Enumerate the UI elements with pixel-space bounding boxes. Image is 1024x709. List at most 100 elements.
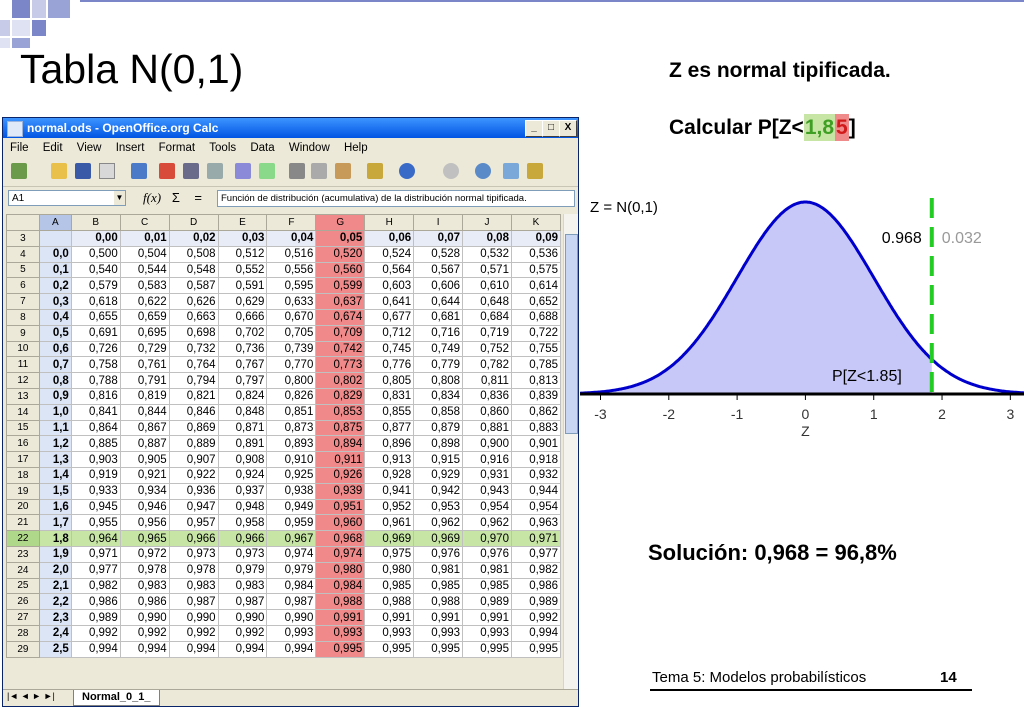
- row-header[interactable]: 29: [6, 640, 40, 658]
- row-header[interactable]: 17: [6, 451, 40, 468]
- cell[interactable]: 0,4: [38, 308, 72, 326]
- cell[interactable]: 0,931: [462, 466, 512, 484]
- cell[interactable]: 0,980: [315, 561, 366, 579]
- cell[interactable]: 0,933: [70, 482, 121, 500]
- cell[interactable]: 0,846: [168, 403, 219, 421]
- cell[interactable]: 0,04: [266, 230, 317, 247]
- cell[interactable]: 0,797: [217, 372, 268, 389]
- redo-icon[interactable]: [443, 163, 459, 179]
- cell[interactable]: 0,955: [70, 514, 121, 532]
- cell[interactable]: 0,994: [70, 640, 121, 658]
- cell[interactable]: 0,953: [413, 498, 464, 516]
- cell[interactable]: 0,889: [168, 435, 219, 453]
- cell[interactable]: 0,901: [510, 435, 562, 453]
- cell[interactable]: 0,988: [315, 593, 366, 611]
- cell[interactable]: 0,988: [364, 593, 415, 611]
- cell[interactable]: 0,606: [413, 277, 464, 295]
- cell[interactable]: 0,516: [266, 245, 317, 263]
- cell[interactable]: 0,984: [266, 577, 317, 595]
- menu-view[interactable]: View: [76, 142, 102, 154]
- cell[interactable]: 0,979: [217, 561, 268, 579]
- cell[interactable]: 0,779: [413, 356, 464, 374]
- cell[interactable]: 0,659: [119, 308, 170, 326]
- row-header[interactable]: 24: [6, 561, 40, 579]
- cell[interactable]: 0,990: [168, 609, 219, 626]
- cell[interactable]: 0,925: [266, 466, 317, 484]
- row-header[interactable]: 16: [6, 435, 40, 453]
- cell[interactable]: 2,1: [38, 577, 72, 595]
- cell[interactable]: 0,991: [315, 609, 366, 626]
- cell[interactable]: 0,994: [217, 640, 268, 658]
- cell[interactable]: 0,02: [168, 230, 219, 247]
- cell[interactable]: 0,979: [266, 561, 317, 579]
- cell[interactable]: 0,722: [510, 324, 562, 342]
- cell[interactable]: 0,709: [315, 324, 366, 342]
- cell[interactable]: 0,928: [364, 466, 415, 484]
- cell[interactable]: 0,773: [315, 356, 366, 374]
- cell[interactable]: 0,938: [266, 482, 317, 500]
- name-box-dropdown-icon[interactable]: ▼: [114, 191, 125, 205]
- cell[interactable]: 0,945: [70, 498, 121, 516]
- copy-icon[interactable]: [311, 163, 327, 179]
- scrollbar-thumb[interactable]: [565, 234, 578, 434]
- cell[interactable]: 0,599: [315, 277, 366, 295]
- row-header[interactable]: 20: [6, 498, 40, 516]
- cell[interactable]: 0,745: [364, 340, 415, 358]
- row-header[interactable]: 18: [6, 466, 40, 484]
- cell[interactable]: 2,0: [38, 561, 72, 579]
- cell[interactable]: 0,0: [38, 245, 72, 263]
- cell[interactable]: 0,851: [266, 403, 317, 421]
- cell[interactable]: 0,974: [266, 545, 317, 563]
- row-header[interactable]: 12: [6, 372, 40, 389]
- cell[interactable]: 0,09: [510, 230, 562, 247]
- cell[interactable]: 0,993: [315, 624, 366, 642]
- cell[interactable]: 0,782: [462, 356, 512, 374]
- save-icon[interactable]: [75, 163, 91, 179]
- cell[interactable]: 0,907: [168, 451, 219, 468]
- cell[interactable]: 1,0: [38, 403, 72, 421]
- function-wizard-button[interactable]: f(x): [143, 190, 162, 205]
- cell[interactable]: 0,993: [266, 624, 317, 642]
- cell[interactable]: 0,800: [266, 372, 317, 389]
- cell[interactable]: 0,560: [315, 261, 366, 279]
- cell[interactable]: 0,952: [364, 498, 415, 516]
- cell[interactable]: 0,975: [364, 545, 415, 563]
- menu-file[interactable]: File: [10, 142, 29, 154]
- paste-icon[interactable]: [335, 163, 351, 179]
- cell[interactable]: 0,990: [119, 609, 170, 626]
- autospellcheck-icon[interactable]: [259, 163, 275, 179]
- cell[interactable]: 0,610: [462, 277, 512, 295]
- cell[interactable]: 0,855: [364, 403, 415, 421]
- cell[interactable]: 0,681: [413, 308, 464, 326]
- cell[interactable]: 0,985: [462, 577, 512, 595]
- column-header[interactable]: [6, 214, 40, 231]
- cell[interactable]: 0,924: [217, 466, 268, 484]
- cell[interactable]: 0,982: [510, 561, 562, 579]
- cell[interactable]: 0,788: [70, 372, 121, 389]
- cell[interactable]: 0,962: [413, 514, 464, 532]
- name-box[interactable]: A1: [8, 190, 126, 206]
- cell[interactable]: 0,719: [462, 324, 512, 342]
- column-header[interactable]: K: [510, 214, 562, 231]
- cell[interactable]: 0,969: [364, 530, 415, 547]
- cell[interactable]: 0,981: [413, 561, 464, 579]
- gallery-icon[interactable]: [503, 163, 519, 179]
- column-header[interactable]: A: [38, 214, 72, 231]
- row-header[interactable]: 27: [6, 609, 40, 626]
- cell[interactable]: 0,887: [119, 435, 170, 453]
- column-header[interactable]: G: [315, 214, 366, 231]
- row-header[interactable]: 9: [6, 324, 40, 342]
- cell[interactable]: 0,929: [413, 466, 464, 484]
- cell[interactable]: 0,508: [168, 245, 219, 263]
- edit-file-icon[interactable]: [131, 163, 147, 179]
- cell[interactable]: 0,987: [168, 593, 219, 611]
- cell[interactable]: 0,528: [413, 245, 464, 263]
- cell[interactable]: 2,4: [38, 624, 72, 642]
- cell[interactable]: 0,965: [119, 530, 170, 547]
- cell[interactable]: 0,9: [38, 387, 72, 405]
- cell[interactable]: 0,893: [266, 435, 317, 453]
- cell[interactable]: 0,644: [413, 293, 464, 310]
- cell[interactable]: 0,595: [266, 277, 317, 295]
- cell[interactable]: 0,974: [315, 545, 366, 563]
- cell[interactable]: 0,875: [315, 419, 366, 437]
